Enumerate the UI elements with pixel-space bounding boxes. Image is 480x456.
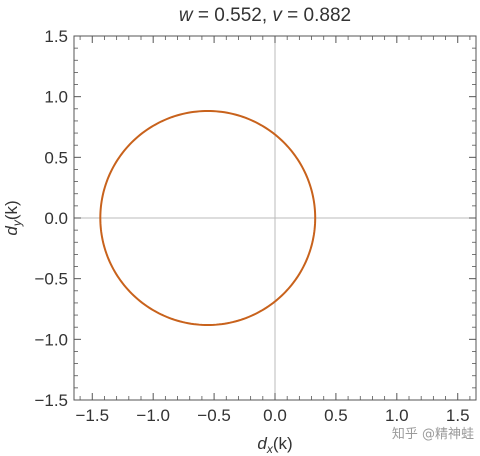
x-tick-label: 1.5	[446, 406, 470, 425]
series	[99, 109, 317, 327]
y-tick-label: 0.0	[44, 209, 68, 228]
y-ticks: −1.5 −1.0 −0.5 0.0 0.5 1.0 1.5	[34, 27, 476, 410]
y-tick-label: 1.0	[44, 88, 68, 107]
y-axis-label: dy(k)	[2, 200, 24, 235]
y-tick-label: −1.5	[34, 391, 68, 410]
x-tick-label: −0.5	[197, 406, 231, 425]
y-tick-label: 0.5	[44, 148, 68, 167]
x-tick-label: −1.0	[136, 406, 170, 425]
y-tick-label: −1.0	[34, 330, 68, 349]
x-ticks: −1.5 −1.0 −0.5 0.0 0.5 1.0 1.5	[75, 36, 471, 425]
x-tick-label: 0.0	[263, 406, 287, 425]
x-axis-label: dx(k)	[257, 434, 292, 456]
x-tick-label: 0.5	[324, 406, 348, 425]
zero-lines	[74, 36, 476, 400]
x-tick-label: −1.5	[75, 406, 109, 425]
y-tick-label: −0.5	[34, 270, 68, 289]
x-tick-label: 1.0	[385, 406, 409, 425]
watermark: 知乎 @精神蛙	[392, 426, 474, 442]
chart-title: w = 0.552, v = 0.882	[179, 5, 351, 26]
y-tick-label: 1.5	[44, 27, 68, 46]
series-curve	[99, 109, 317, 327]
